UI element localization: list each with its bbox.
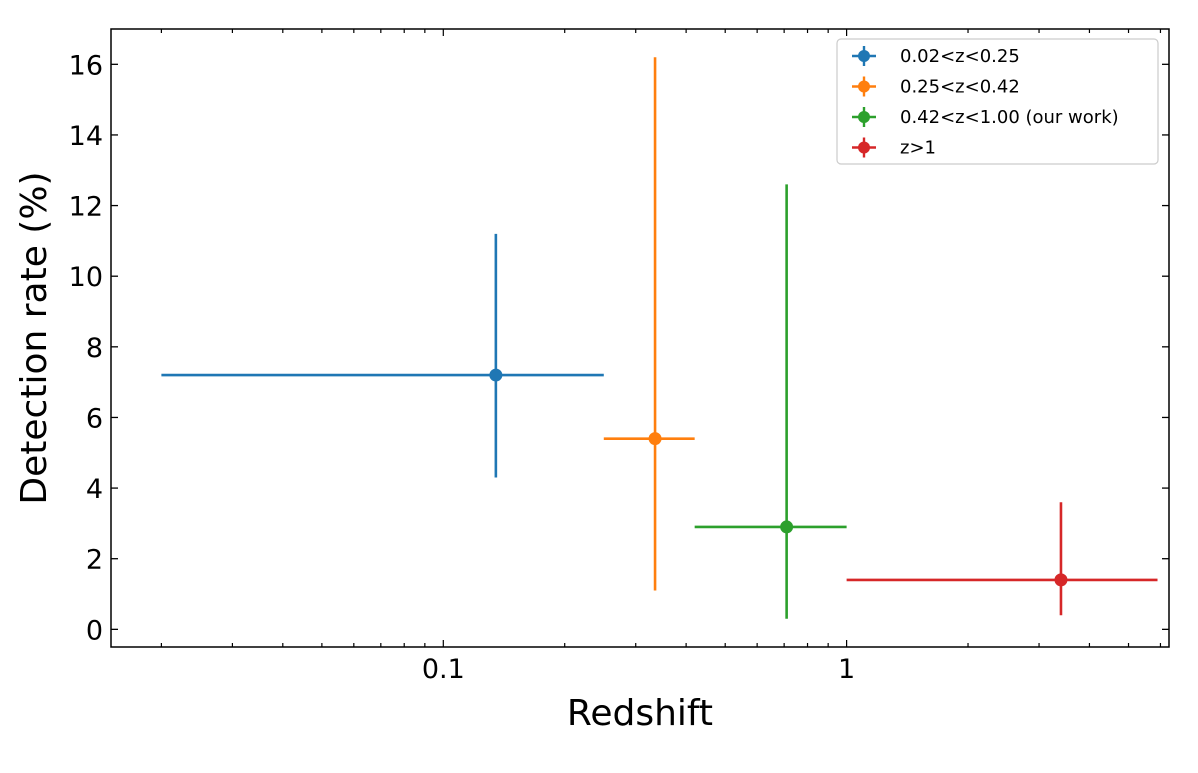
legend-label: 0.02<z<0.25 <box>900 46 1020 67</box>
legend-item: z>1 <box>852 137 936 159</box>
data-layer <box>161 57 1158 619</box>
y-tick-label: 16 <box>69 50 103 81</box>
data-point <box>780 520 794 534</box>
legend: 0.02<z<0.25 0.25<z<0.42 0.42<z<1.00 (our w… <box>836 38 1159 165</box>
data-point <box>648 432 662 446</box>
legend-item: 0.42<z<1.00 (our work) <box>852 107 1119 128</box>
y-tick-label: 8 <box>86 333 103 364</box>
y-tick-label: 2 <box>86 545 103 576</box>
y-tick-label: 0 <box>86 615 103 646</box>
legend-item: 0.25<z<0.42 <box>852 76 1020 98</box>
y-tick-label: 6 <box>86 403 103 434</box>
series-group <box>603 57 695 591</box>
legend-box <box>836 38 1159 165</box>
y-tick-label: 4 <box>86 474 103 505</box>
series-group <box>694 184 847 619</box>
legend-marker-dot <box>858 80 870 93</box>
x-tick-label: 0.1 <box>422 654 465 685</box>
data-point <box>1054 573 1068 587</box>
x-axis-label: Redshift <box>567 693 713 734</box>
ticks-layer: 0 2 4 6 8 10 12 14 16 0.1 1 <box>69 29 1169 685</box>
legend-marker-dot <box>858 50 870 62</box>
legend-label: 0.25<z<0.42 <box>900 77 1020 98</box>
series-group <box>161 233 604 478</box>
y-tick-label: 10 <box>69 262 103 293</box>
x-tick-label: 1 <box>838 654 855 685</box>
legend-item: 0.02<z<0.25 <box>852 46 1020 67</box>
plot-frame <box>110 28 1170 648</box>
y-tick-label: 14 <box>69 121 103 152</box>
legend-marker-dot <box>858 141 870 154</box>
legend-label: 0.42<z<1.00 (our work) <box>900 107 1119 128</box>
y-axis-label: Detection rate (%) <box>14 171 55 504</box>
series-group <box>846 502 1158 616</box>
legend-label: z>1 <box>900 138 936 159</box>
legend-marker-dot <box>858 111 870 123</box>
data-point <box>489 368 503 382</box>
y-tick-label: 12 <box>69 192 103 223</box>
